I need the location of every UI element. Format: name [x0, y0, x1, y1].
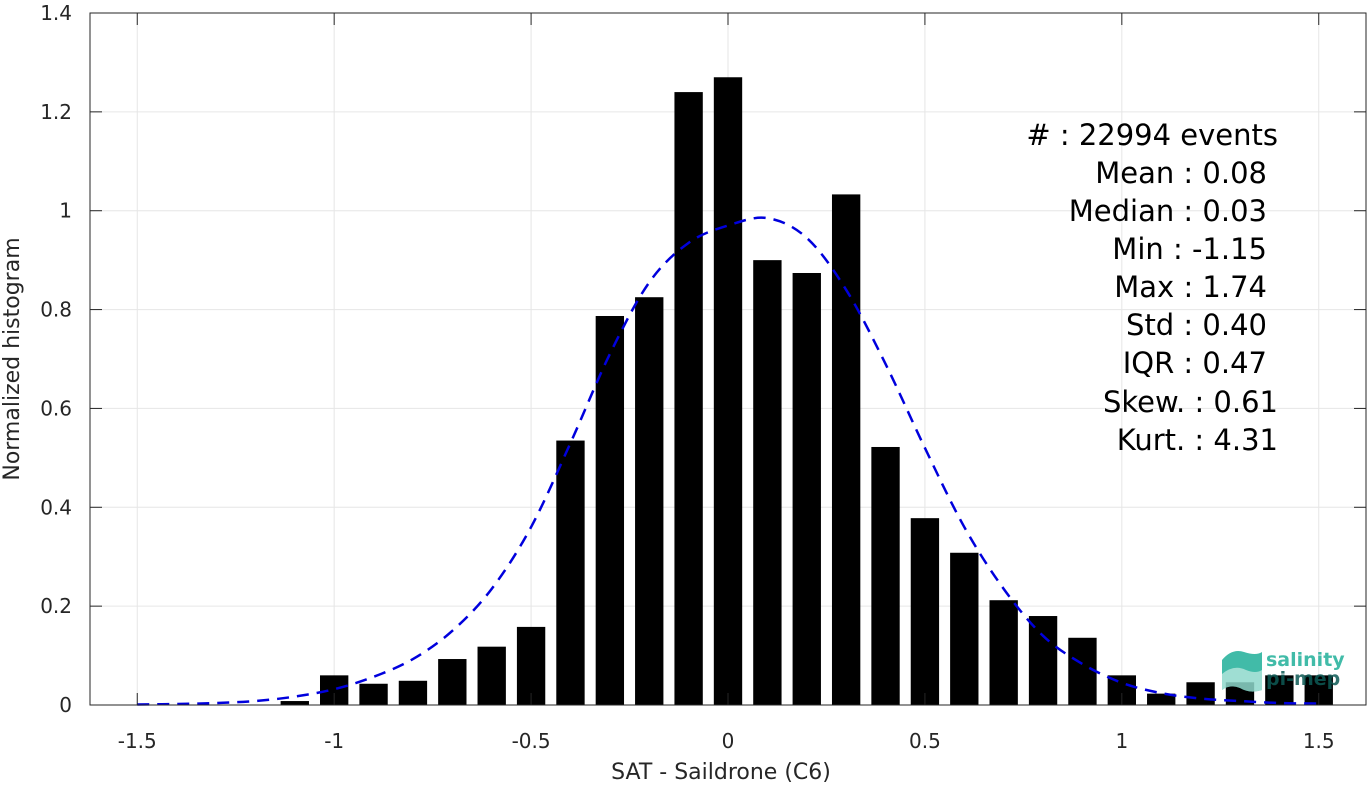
y-tick-label: 0 — [59, 693, 72, 717]
y-tick-label: 0.6 — [40, 396, 72, 420]
histogram-bar — [1068, 637, 1097, 705]
y-axis-label: Normalized histogram — [0, 237, 25, 480]
histogram-bar — [1186, 682, 1215, 705]
fit-curve-line — [137, 216, 1319, 706]
histogram-bar — [950, 552, 979, 705]
histogram-bar — [1028, 616, 1058, 705]
x-tick-label: 1 — [1115, 729, 1128, 753]
stat-mean: Mean : 0.08 — [1095, 156, 1267, 190]
x-tick-label: -0.5 — [512, 729, 551, 753]
x-tick-label: 1.5 — [1303, 729, 1335, 753]
y-tick-label: 1.4 — [40, 1, 72, 25]
normal-fit-curve — [137, 216, 1319, 706]
logo-text-salinity: salinity — [1266, 649, 1345, 671]
x-tick-label: 0 — [722, 729, 735, 753]
y-tick-label: 1.2 — [40, 100, 72, 124]
stat-count: # : 22994 events — [1026, 118, 1278, 152]
x-axis-ticks: -1.5 -1 -0.5 0 0.5 1 1.5 — [118, 13, 1335, 753]
x-tick-label: 0.5 — [909, 729, 941, 753]
stat-median: Median : 0.03 — [1069, 194, 1267, 228]
histogram-bar — [438, 659, 467, 705]
x-tick-label: -1.5 — [118, 729, 157, 753]
histogram-bar — [1147, 693, 1176, 705]
x-tick-label: -1 — [324, 729, 344, 753]
histogram-bar — [871, 446, 900, 705]
stat-skew: Skew. : 0.61 — [1103, 385, 1278, 419]
histogram-bar — [516, 626, 546, 705]
histogram-bar — [280, 701, 309, 705]
histogram-bar — [359, 683, 388, 705]
histogram-bars — [280, 77, 1333, 706]
stat-min: Min : -1.15 — [1112, 232, 1267, 266]
y-axis-ticks: 0 0.2 0.4 0.6 0.8 1 1.2 1.4 — [40, 1, 1366, 717]
histogram-bar — [556, 440, 585, 705]
histogram-bar — [989, 600, 1018, 705]
logo-text-pimep: pi-mep — [1266, 668, 1340, 690]
histogram-bar — [674, 92, 703, 706]
stat-iqr: IQR : 0.47 — [1123, 346, 1267, 380]
x-axis-label: SAT - Saildrone (C6) — [611, 760, 831, 785]
histogram-bar — [831, 194, 861, 705]
stat-kurt: Kurt. : 4.31 — [1117, 423, 1278, 457]
stat-max: Max : 1.74 — [1114, 270, 1267, 304]
y-tick-label: 0.2 — [40, 594, 72, 618]
histogram-bar — [595, 315, 625, 705]
histogram-bar — [753, 260, 782, 705]
histogram-bar — [713, 77, 743, 705]
histogram-bar — [635, 297, 664, 705]
stat-std: Std : 0.40 — [1126, 308, 1267, 342]
salinity-pimep-logo: salinity pi-mep — [1222, 649, 1345, 692]
histogram-bar — [1265, 675, 1294, 705]
histogram-bar — [477, 646, 506, 705]
histogram-bar — [792, 272, 821, 705]
histogram-bar — [910, 518, 940, 705]
y-tick-label: 0.4 — [40, 495, 72, 519]
y-tick-label: 0.8 — [40, 298, 72, 322]
histogram-bar — [398, 680, 428, 705]
y-tick-label: 1 — [59, 199, 72, 223]
statistics-box: # : 22994 events Mean : 0.08 Median : 0.… — [1026, 118, 1278, 457]
